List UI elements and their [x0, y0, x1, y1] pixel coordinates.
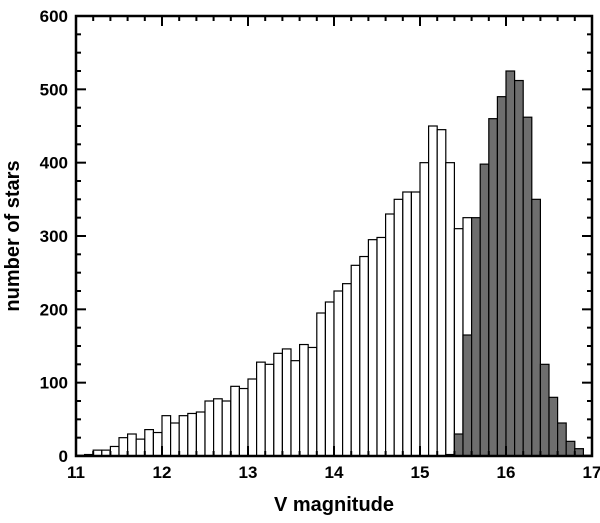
histogram-bar [324, 301, 335, 457]
histogram-bar [548, 396, 559, 457]
x-tick-label: 17 [583, 463, 600, 482]
y-axis-label: number of stars [2, 160, 24, 311]
histogram-bar [350, 264, 361, 457]
histogram-bar [264, 363, 275, 457]
histogram-bar [471, 217, 481, 457]
histogram-bar [213, 398, 223, 457]
y-tick-label: 0 [59, 447, 68, 466]
histogram-bar [273, 352, 283, 457]
x-tick-label: 15 [411, 463, 430, 482]
histogram-bar [479, 163, 490, 457]
y-tick-label: 600 [40, 7, 68, 26]
histogram-bar [178, 415, 189, 457]
histogram-bar [522, 116, 533, 457]
histogram-bar [109, 445, 120, 457]
histogram-bar [170, 422, 180, 457]
y-tick-label: 400 [40, 154, 68, 173]
y-tick-label: 300 [40, 227, 68, 246]
histogram-bar [513, 79, 524, 457]
histogram-bar [402, 191, 412, 457]
x-tick-label: 11 [67, 463, 85, 482]
y-tick-label: 500 [40, 80, 68, 99]
histogram-bar [195, 411, 206, 457]
histogram-bar [316, 312, 326, 457]
axes-layer [74, 14, 594, 458]
histogram-bar [126, 433, 137, 457]
x-tick-label: 13 [239, 463, 258, 482]
labels-layer: 11 12 13 14 15 16 17 0 100 200 300 400 500 600 [40, 7, 600, 482]
histogram-bar [238, 387, 249, 457]
x-tick-label: 14 [325, 463, 344, 482]
histogram-bar [428, 125, 438, 457]
histogram-bar [118, 437, 129, 457]
histogram-bar [488, 118, 498, 457]
histogram-bar [367, 239, 378, 457]
histogram-bar [161, 415, 172, 457]
y-tick-label: 100 [40, 374, 68, 393]
histogram-bar [496, 96, 507, 457]
histogram-bar [539, 363, 550, 457]
histogram-bar [445, 162, 455, 457]
histogram-bar [385, 213, 395, 457]
x-tick-label: 16 [497, 463, 516, 482]
bars-layer [75, 70, 593, 457]
histogram-bar [556, 422, 567, 457]
histogram-bar [531, 198, 541, 457]
histogram-bar [230, 385, 241, 457]
histogram-bar [290, 360, 301, 457]
histogram-bar [359, 255, 369, 457]
histogram-bar [307, 346, 318, 457]
histogram-bar [281, 348, 292, 457]
histogram-bar [135, 438, 146, 457]
histogram-bar [247, 378, 258, 457]
histogram-bar [453, 433, 464, 457]
y-tick-label: 200 [40, 300, 68, 319]
histogram-bar [144, 429, 155, 457]
histogram-bar [187, 412, 198, 457]
histogram-bar [152, 431, 163, 457]
histogram-bar [505, 70, 516, 457]
histogram-bar [436, 129, 447, 457]
histogram-bar [410, 191, 421, 457]
histogram-bar [221, 400, 232, 457]
histogram-bar [462, 334, 473, 457]
histogram-bar [204, 400, 215, 457]
histogram-bar [419, 162, 430, 457]
histogram-bar [393, 198, 404, 457]
x-tick-label: 12 [153, 463, 172, 482]
x-axis-label: V magnitude [274, 494, 394, 516]
histogram-bar [453, 228, 464, 457]
histogram-bar [299, 343, 309, 457]
histogram-bar [565, 440, 576, 457]
histogram-bar [342, 283, 352, 457]
histogram-bar [256, 361, 266, 457]
histogram-bar [376, 236, 387, 457]
histogram-bar [333, 290, 344, 457]
